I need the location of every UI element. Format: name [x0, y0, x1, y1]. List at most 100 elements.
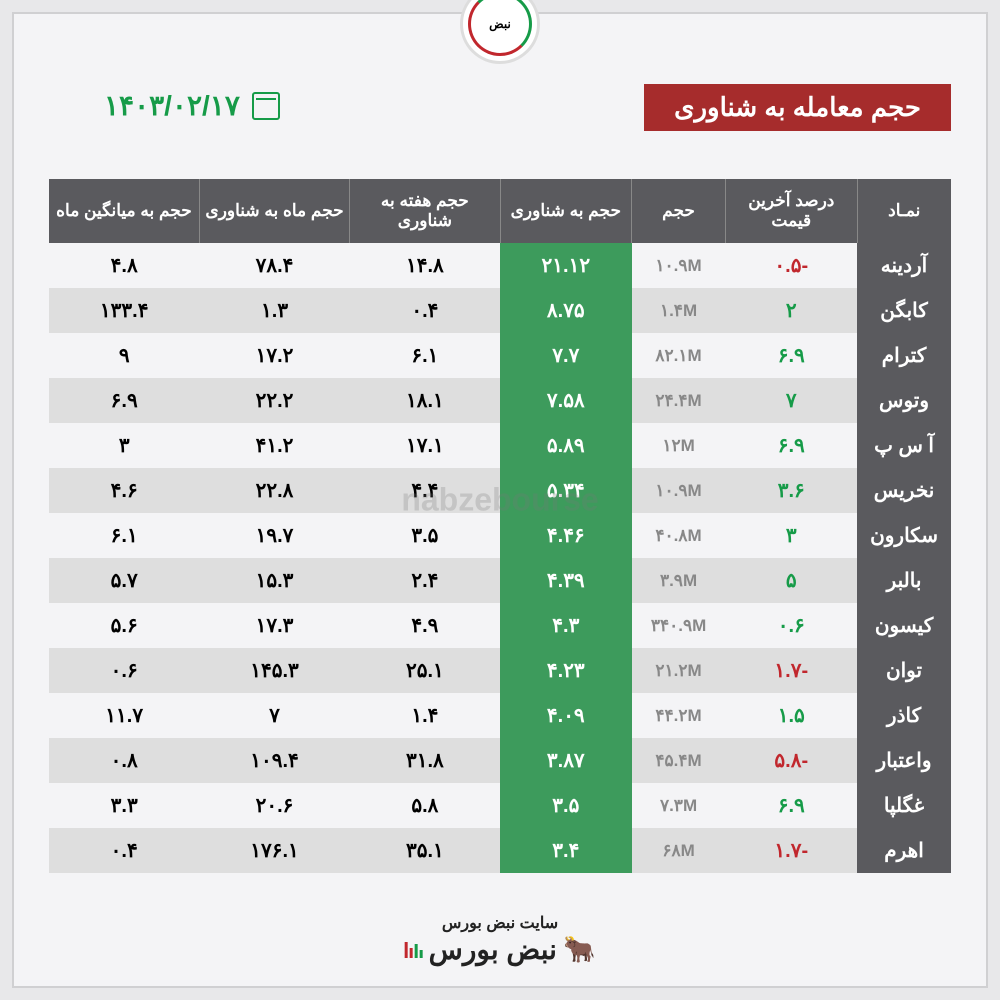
cell-change: ۷	[726, 378, 858, 423]
table-row: سکارون۳۴۰.۸M۴.۴۶۳.۵۱۹.۷۶.۱	[49, 513, 951, 558]
cell-float_ratio: ۴.۰۹	[500, 693, 632, 738]
cell-symbol: وتوس	[857, 378, 951, 423]
cell-avg_month: ۳	[49, 423, 199, 468]
cell-float_ratio: ۷.۵۸	[500, 378, 632, 423]
table-row: کابگن۲۱.۴M۸.۷۵۰.۴۱.۳۱۳۳.۴	[49, 288, 951, 333]
bars-icon	[405, 942, 423, 958]
cell-symbol: غگلپا	[857, 783, 951, 828]
cell-week_float: ۱۸.۱	[350, 378, 500, 423]
col-change: درصد آخرین قیمت	[726, 179, 858, 243]
cell-month_float: ۱.۳	[199, 288, 349, 333]
cell-change: ۲	[726, 288, 858, 333]
cell-float_ratio: ۵.۸۹	[500, 423, 632, 468]
footer-subtitle: سایت نبض بورس	[405, 913, 596, 933]
cell-avg_month: ۰.۶	[49, 648, 199, 693]
cell-avg_month: ۰.۴	[49, 828, 199, 873]
cell-volume: ۷.۳M	[632, 783, 726, 828]
table-row: نخریس۳.۶۱۰.۹M۵.۳۴۴.۴۲۲.۸۴.۶	[49, 468, 951, 513]
cell-week_float: ۱.۴	[350, 693, 500, 738]
cell-volume: ۸۲.۱M	[632, 333, 726, 378]
cell-float_ratio: ۴.۳۹	[500, 558, 632, 603]
cell-volume: ۶۸M	[632, 828, 726, 873]
cell-symbol: نخریس	[857, 468, 951, 513]
table-row: کاذر۱.۵۴۴.۲M۴.۰۹۱.۴۷۱۱.۷	[49, 693, 951, 738]
cell-volume: ۴۴.۲M	[632, 693, 726, 738]
cell-float_ratio: ۳.۵	[500, 783, 632, 828]
date-text: ۱۴۰۳/۰۲/۱۷	[104, 89, 240, 122]
table-row: وتوس۷۲۴.۴M۷.۵۸۱۸.۱۲۲.۲۶.۹	[49, 378, 951, 423]
cell-symbol: کترام	[857, 333, 951, 378]
cell-change: ۶.۹	[726, 423, 858, 468]
cell-month_float: ۴۱.۲	[199, 423, 349, 468]
cell-float_ratio: ۳.۸۷	[500, 738, 632, 783]
col-float_ratio: حجم به شناوری	[500, 179, 632, 243]
cell-volume: ۳.۹M	[632, 558, 726, 603]
cell-avg_month: ۱۱.۷	[49, 693, 199, 738]
cell-week_float: ۱۷.۱	[350, 423, 500, 468]
cell-month_float: ۲۲.۲	[199, 378, 349, 423]
cell-month_float: ۱۹.۷	[199, 513, 349, 558]
logo-top: نبض	[460, 0, 540, 64]
date-box: ۱۴۰۳/۰۲/۱۷	[104, 89, 280, 122]
cell-symbol: کابگن	[857, 288, 951, 333]
cell-month_float: ۱۷.۲	[199, 333, 349, 378]
cell-avg_month: ۳.۳	[49, 783, 199, 828]
cell-change: ۱.۵	[726, 693, 858, 738]
cell-change: -۰.۵	[726, 243, 858, 288]
cell-week_float: ۴.۹	[350, 603, 500, 648]
cell-volume: ۱۰.۹M	[632, 468, 726, 513]
col-month_float: حجم ماه به شناوری	[199, 179, 349, 243]
title-bar: حجم معامله به شناوری	[644, 84, 951, 131]
cell-week_float: ۳۵.۱	[350, 828, 500, 873]
cell-avg_month: ۰.۸	[49, 738, 199, 783]
cell-month_float: ۲۰.۶	[199, 783, 349, 828]
table-row: بالبر۵۳.۹M۴.۳۹۲.۴۱۵.۳۵.۷	[49, 558, 951, 603]
cell-float_ratio: ۳.۴	[500, 828, 632, 873]
cell-avg_month: ۱۳۳.۴	[49, 288, 199, 333]
cell-avg_month: ۶.۱	[49, 513, 199, 558]
cell-month_float: ۱۰۹.۴	[199, 738, 349, 783]
calendar-icon	[252, 92, 280, 120]
cell-change: -۵.۸	[726, 738, 858, 783]
col-symbol: نمـاد	[857, 179, 951, 243]
table-row: اهرم-۱.۷۶۸M۳.۴۳۵.۱۱۷۶.۱۰.۴	[49, 828, 951, 873]
cell-week_float: ۰.۴	[350, 288, 500, 333]
table-row: آردینه-۰.۵۱۰.۹M۲۱.۱۲۱۴.۸۷۸.۴۴.۸	[49, 243, 951, 288]
cell-volume: ۲۴.۴M	[632, 378, 726, 423]
cell-change: -۱.۷	[726, 828, 858, 873]
logo-ring: نبض	[468, 0, 532, 56]
cell-symbol: بالبر	[857, 558, 951, 603]
cell-volume: ۴۰.۸M	[632, 513, 726, 558]
table-row: کیسون۰.۶۳۴۰.۹M۴.۳۴.۹۱۷.۳۵.۶	[49, 603, 951, 648]
cell-change: ۳	[726, 513, 858, 558]
cell-volume: ۲۱.۲M	[632, 648, 726, 693]
data-table: نمـاددرصد آخرین قیمتحجمحجم به شناوریحجم …	[49, 179, 951, 873]
col-week_float: حجم هفته به شناوری	[350, 179, 500, 243]
cell-symbol: کیسون	[857, 603, 951, 648]
table-row: توان-۱.۷۲۱.۲M۴.۲۳۲۵.۱۱۴۵.۳۰.۶	[49, 648, 951, 693]
table-row: واعتبار-۵.۸۴۵.۴M۳.۸۷۳۱.۸۱۰۹.۴۰.۸	[49, 738, 951, 783]
cell-float_ratio: ۴.۲۳	[500, 648, 632, 693]
cell-week_float: ۳۱.۸	[350, 738, 500, 783]
cell-avg_month: ۵.۶	[49, 603, 199, 648]
table-row: آ س پ۶.۹۱۲M۵.۸۹۱۷.۱۴۱.۲۳	[49, 423, 951, 468]
cell-change: ۳.۶	[726, 468, 858, 513]
logo-text: نبض	[489, 17, 511, 31]
cell-week_float: ۲.۴	[350, 558, 500, 603]
table-row: کترام۶.۹۸۲.۱M۷.۷۶.۱۱۷.۲۹	[49, 333, 951, 378]
cell-month_float: ۷۸.۴	[199, 243, 349, 288]
cell-volume: ۱۲M	[632, 423, 726, 468]
cell-float_ratio: ۸.۷۵	[500, 288, 632, 333]
cell-avg_month: ۶.۹	[49, 378, 199, 423]
cell-month_float: ۱۷۶.۱	[199, 828, 349, 873]
cell-volume: ۴۵.۴M	[632, 738, 726, 783]
cell-float_ratio: ۴.۴۶	[500, 513, 632, 558]
cell-week_float: ۶.۱	[350, 333, 500, 378]
cell-month_float: ۱۷.۳	[199, 603, 349, 648]
cell-change: ۵	[726, 558, 858, 603]
cell-avg_month: ۴.۸	[49, 243, 199, 288]
footer: سایت نبض بورس 🐂 نبض بورس	[405, 913, 596, 966]
cell-symbol: سکارون	[857, 513, 951, 558]
cell-symbol: آردینه	[857, 243, 951, 288]
cell-change: ۰.۶	[726, 603, 858, 648]
